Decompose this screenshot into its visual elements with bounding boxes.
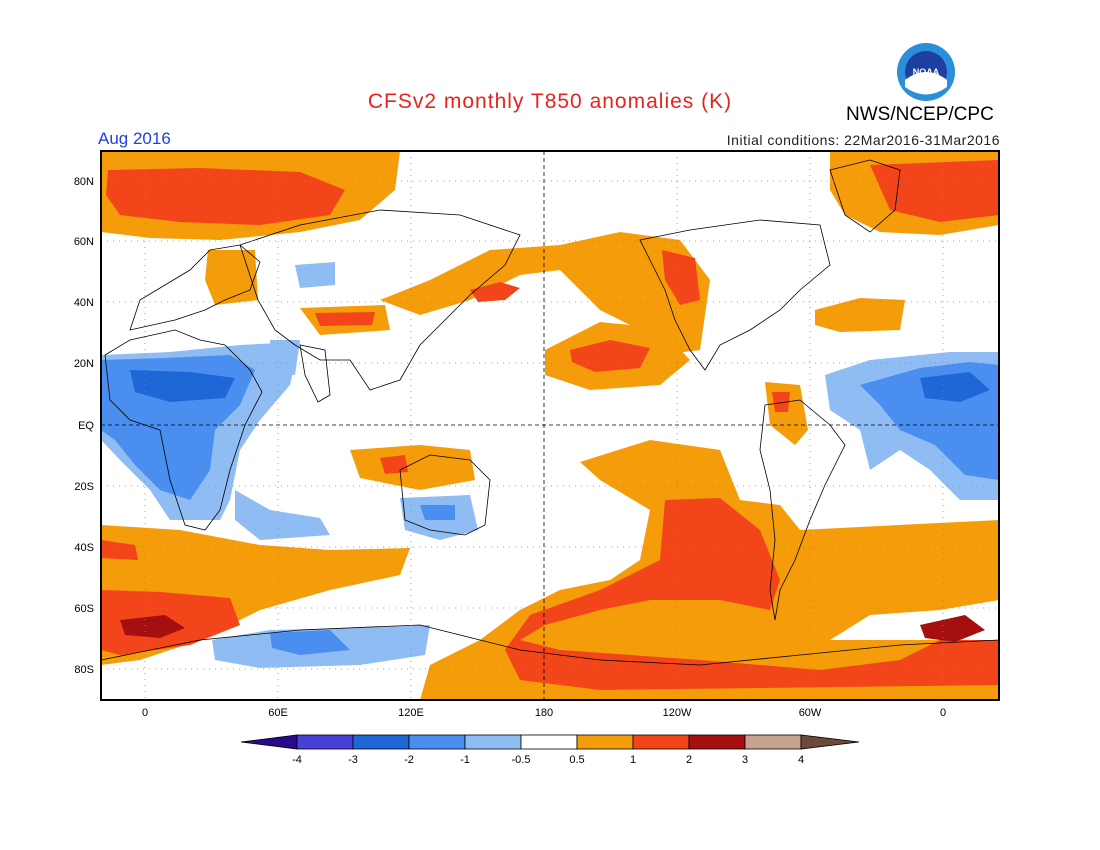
cool-region-siberia [295,262,335,288]
colorbar-label: -3 [348,754,358,766]
colorbar [240,734,860,750]
cool-region-tropical-atlantic-2k [920,372,990,402]
lat-label: 80S [74,664,94,676]
lat-label: 40N [74,297,94,309]
longitude-labels: 0 60E 120E 180 120W 60W 0 [142,707,946,719]
warm-region-central-asia [205,250,258,305]
warm-region-tibet-core [315,312,375,326]
lat-label: 40S [74,542,94,554]
coastline-australia [399,454,491,536]
cool-region-arabia [270,340,300,375]
warm-region-south-pacific-core [505,498,999,690]
noaa-logo-icon: NOAA [897,43,955,101]
colorbar-label: -1 [460,754,470,766]
agency-label: NWS/NCEP/CPC [846,104,994,125]
warm-region-maritime [350,445,475,490]
lat-label: 60S [74,603,94,615]
colorbar-label: 0.5 [569,754,584,766]
map-frame [100,150,1000,701]
colorbar-label: -0.5 [512,754,531,766]
warm-region-caribbean-core [772,392,790,412]
colorbar-swatch-above-pos4 [800,734,860,750]
equator-dateline [101,151,999,700]
cool-region-africa-2k [130,370,235,402]
logo-text: NOAA [913,67,940,77]
lon-label: 120E [398,707,424,719]
warm-region-ne-pacific-core [570,340,650,372]
cool-region-australia-1k [420,505,455,520]
lon-label: 0 [142,707,148,719]
lon-label: 60W [799,707,822,719]
initial-conditions-label: Initial conditions: 22Mar2016-31Mar2016 [726,132,1000,148]
coastline-antarctica [101,624,999,666]
coastline-india [299,344,331,403]
colorbar-swatch-neg05 [464,734,522,750]
coastline-north-america [639,219,831,371]
colorbar-label: 1 [630,754,636,766]
warm-region-western-na-core [662,250,700,305]
coastline-greenland [829,159,901,233]
coastlines [101,159,999,666]
colorbar-label: 3 [742,754,748,766]
lat-label: 20N [74,358,94,370]
colorbar-swatch-pos05 [576,734,634,750]
lat-label: 20S [74,481,94,493]
lon-label: 120W [663,707,692,719]
cool-region-indian-ocean [235,490,330,540]
lon-label: 180 [535,707,553,719]
anomaly-fields [101,151,999,700]
colorbar-swatch-neg3 [296,734,354,750]
warm-region-north-pacific-core [470,282,520,302]
colorbar-label: -2 [404,754,414,766]
coastline-europe [129,244,261,331]
warm-region-north-pacific [380,232,710,355]
warm-region-arctic-east-core [870,160,999,222]
colorbar-swatch-zero [520,734,578,750]
cool-region-antarctica-1k [270,630,350,655]
coastline-south-america [759,399,846,621]
colorbar-swatch-pos2 [688,734,746,750]
latitude-labels: 80N 60N 40N 20N EQ 20S 40S 60S 80S [74,176,95,676]
coastline-africa [104,329,263,531]
warm-region-south-atlantic-core [101,540,138,560]
warm-region-maritime-core [380,455,408,474]
colorbar-swatch-pos1 [632,734,690,750]
colorbar-swatch-below-neg4 [240,734,298,750]
lat-label: 60N [74,236,94,248]
warm-region-north-atlantic [815,298,905,332]
hot-region-southern-ocean-west [120,615,185,638]
colorbar-labels: -4 -3 -2 -1 -0.5 0.5 1 2 3 4 [292,754,804,766]
colorbar-label: 2 [686,754,692,766]
lon-label: 60E [268,707,288,719]
lon-label: 0 [940,707,946,719]
colorbar-swatch-pos3 [744,734,802,750]
lat-label: EQ [78,420,94,432]
colorbar-label: 4 [798,754,804,766]
valid-month-label: Aug 2016 [98,129,171,148]
map-title: CFSv2 monthly T850 anomalies (K) [367,90,733,113]
lat-label: 80N [74,176,94,188]
colorbar-swatch-neg2 [352,734,410,750]
hot-region-southern-ocean-east [920,615,985,642]
colorbar-label: -4 [292,754,302,766]
warm-region-arctic-west-core [106,168,345,225]
coastline-asia [239,209,521,391]
colorbar-swatch-neg1 [408,734,466,750]
